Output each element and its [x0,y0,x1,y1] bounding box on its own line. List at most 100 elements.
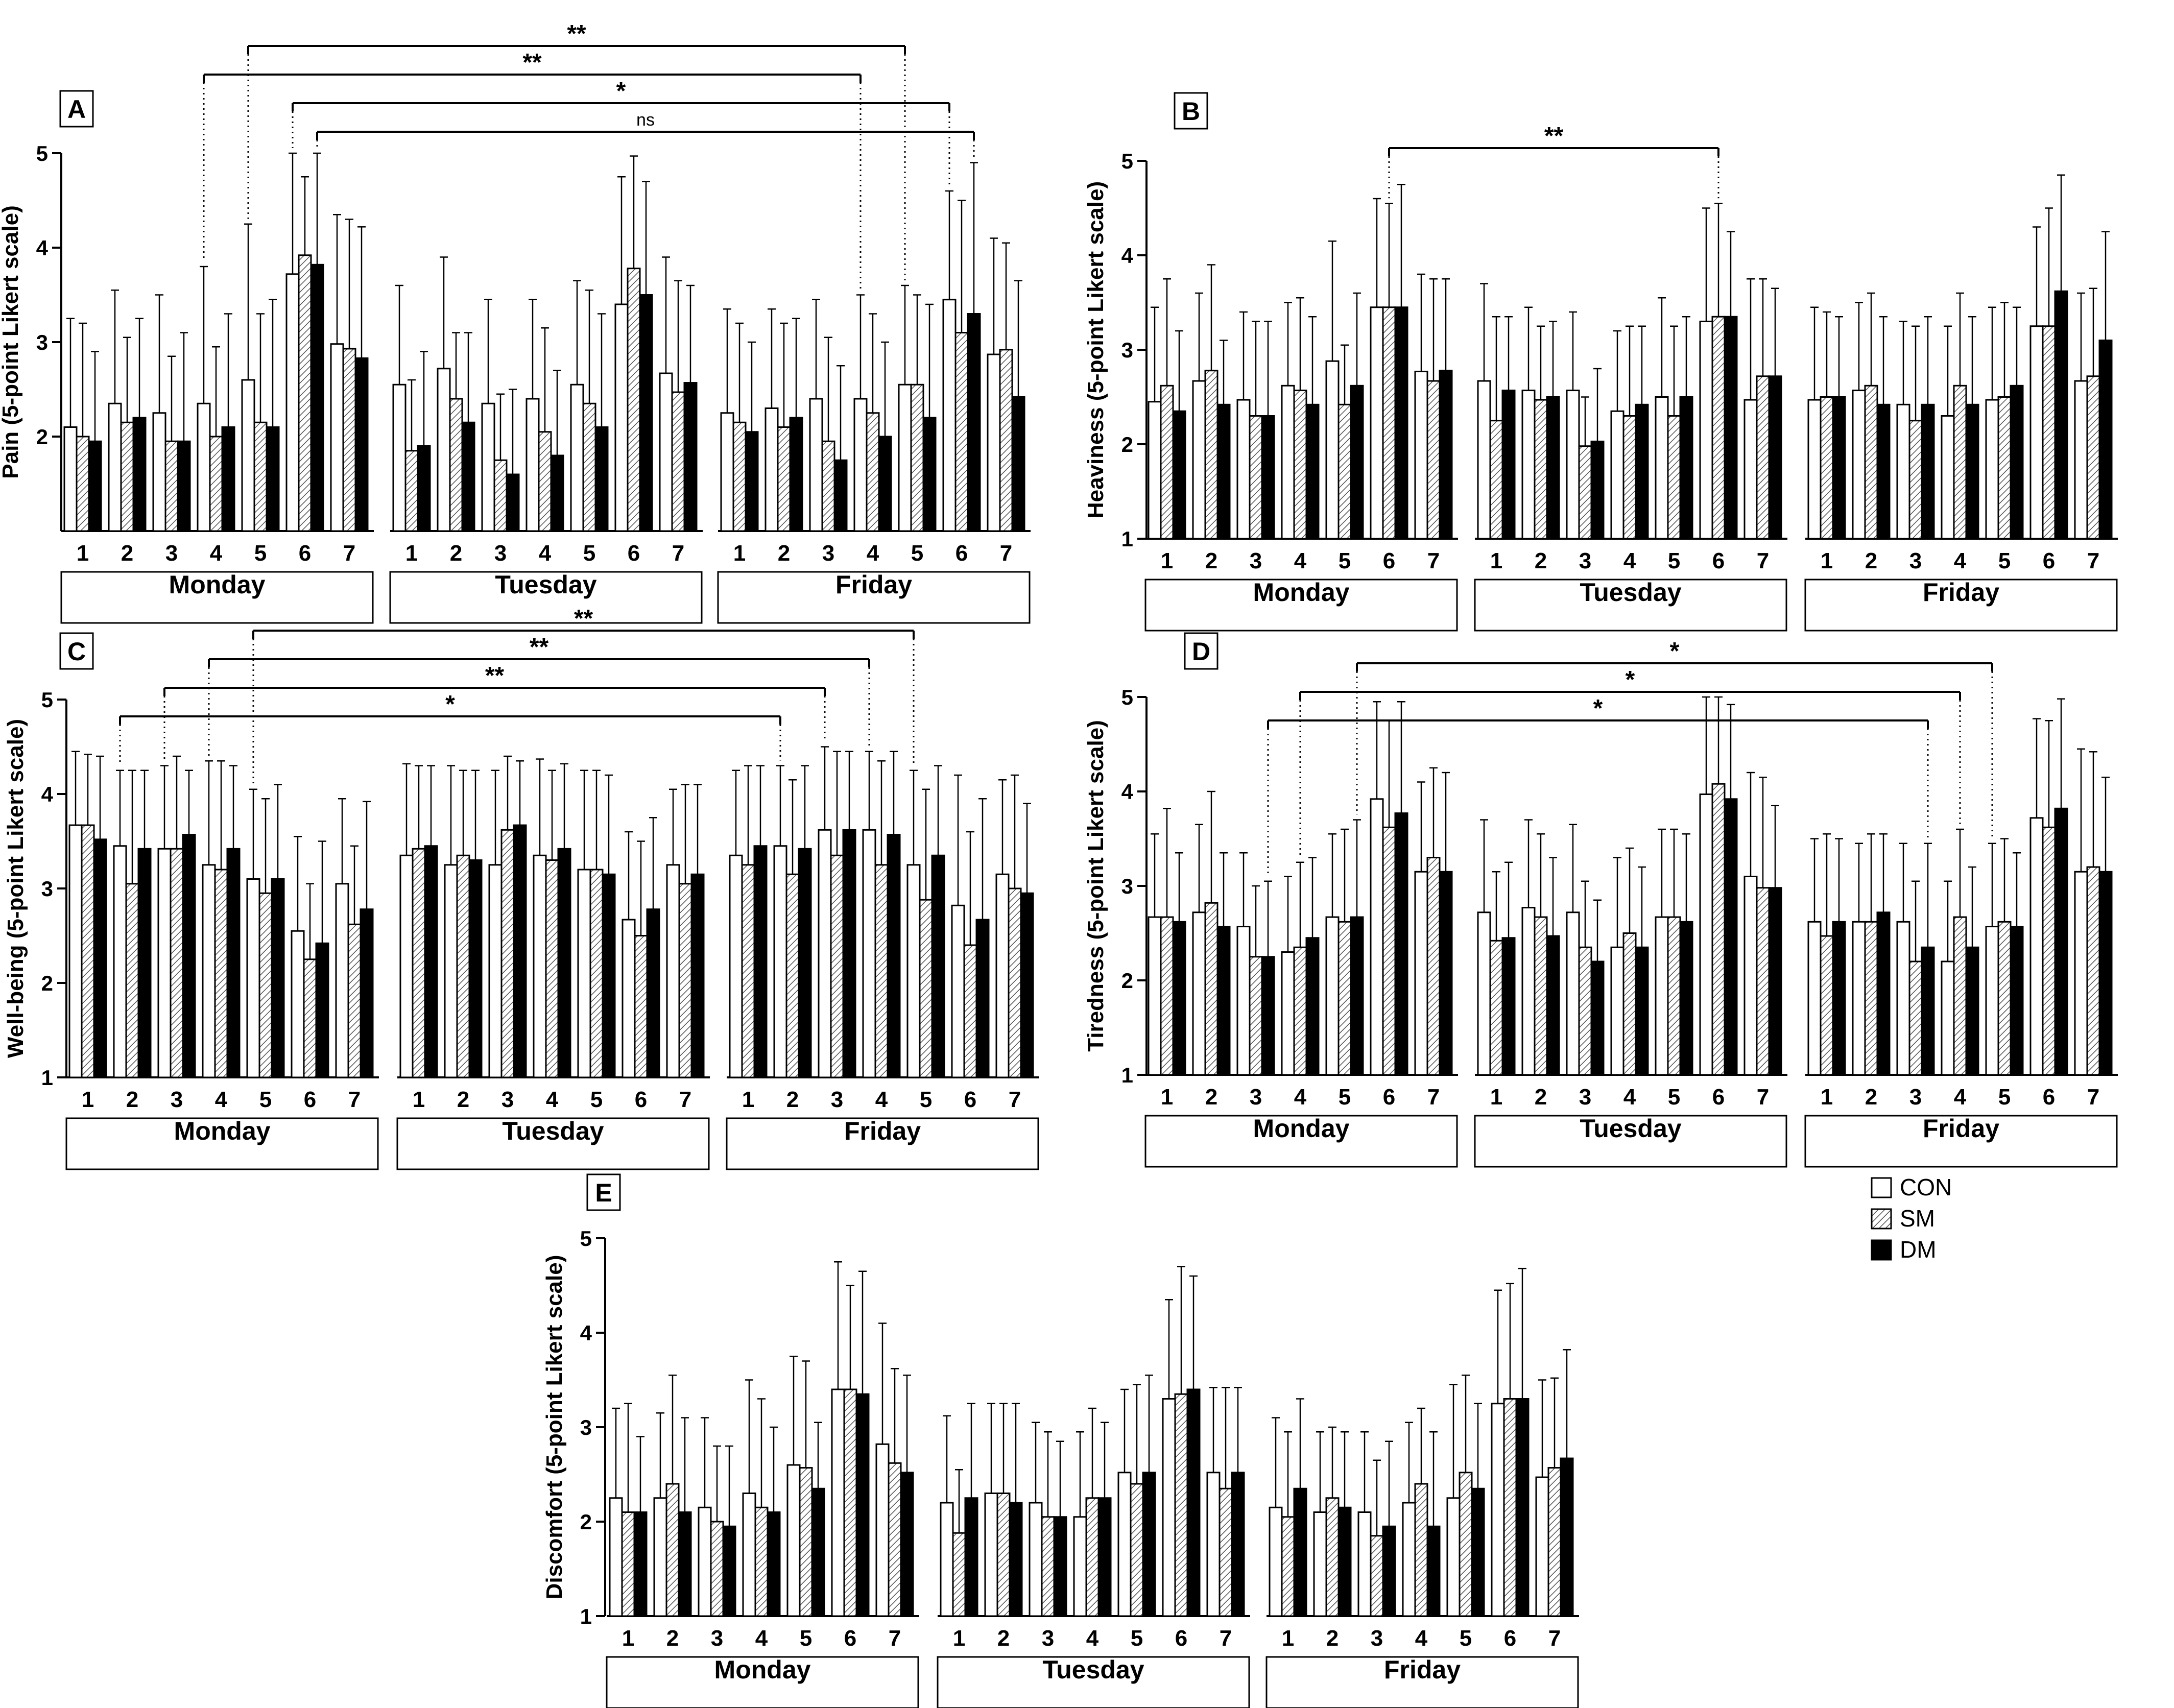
x-tick-label: 6 [1383,548,1395,573]
bar-sm [1204,370,1219,540]
x-tick-label: 4 [1623,1085,1636,1110]
significance-label: ns [636,110,655,130]
day-label: Friday [1923,1114,1999,1143]
y-tick-label: 4 [1121,780,1134,804]
bar-con [1402,1502,1416,1617]
bar-sm [1864,921,1878,1076]
bar-sm [1459,1472,1473,1617]
bar-sm [634,935,648,1078]
bar-sm [678,883,692,1078]
bar-dm [177,440,191,532]
x-tick-label: 4 [210,541,223,566]
bar-con [951,904,965,1078]
bar-dm [550,454,564,532]
day-box [1804,579,2118,632]
legend: CON SM DM [1871,1174,1952,1263]
bar-dm [887,834,901,1078]
bar-con [1699,793,1713,1076]
x-tick-label: 3 [1579,1085,1591,1110]
bar-dm [1382,1525,1396,1617]
x-tick-label: 5 [1668,1085,1680,1110]
bar-sm [1534,399,1548,540]
bar-dm [88,440,102,532]
x-tick-label: 4 [875,1087,888,1112]
panel-label: C [67,637,86,666]
legend-con-swatch [1871,1177,1892,1198]
bar-con [1521,390,1536,540]
bar-con [68,824,83,1078]
bar-con [1610,946,1624,1076]
bar-sm [954,332,969,532]
day-label: Friday [1384,1655,1461,1684]
x-tick-label: 4 [539,541,552,566]
x-tick-label: 4 [1954,1085,1967,1110]
bar-dm [1350,384,1364,540]
x-tick-label: 6 [628,541,640,566]
x-tick-label: 6 [1712,548,1725,573]
bar-con [1073,1516,1087,1617]
bar-con [1985,399,1999,540]
day-label: Friday [1923,578,1999,607]
bar-sm [1547,1467,1562,1617]
bar-con [853,398,868,532]
bar-sm [456,854,470,1078]
bar-dm [1293,1487,1307,1617]
bar-con [1852,921,1866,1076]
x-tick-label: 3 [1250,1085,1262,1110]
bar-sm [785,873,800,1078]
bar-dm [1768,887,1782,1076]
bar-dm [683,382,698,532]
bar-con [246,878,260,1078]
bar-sm [1711,783,1726,1076]
bar-sm [1622,415,1637,540]
bar-sm [1130,1483,1144,1617]
bar-dm [1261,956,1275,1076]
bar-con [622,919,636,1078]
bar-dm [1832,396,1846,540]
bar-dm [354,357,369,532]
x-tick-label: 5 [583,541,595,566]
y-axis-label: Pain (5-point Likert scale) [0,205,23,478]
bar-sm [412,848,426,1078]
significance-label: * [616,78,626,105]
x-tick-label: 5 [1339,548,1351,573]
x-tick-label: 2 [1865,1085,1877,1110]
bar-sm [347,923,362,1078]
bar-dm [1560,1457,1574,1617]
bar-sm [1325,1497,1340,1617]
bar-con [113,845,127,1078]
x-tick-label: 1 [1821,548,1833,573]
bar-dm [1186,1388,1201,1617]
bar-con [533,854,547,1078]
bar-sm [1370,1535,1384,1617]
bar-sm [1489,940,1503,1076]
x-tick-label: 2 [666,1626,679,1651]
bar-sm [1174,1393,1188,1617]
x-tick-label: 5 [1460,1626,1472,1651]
bar-dm [2098,871,2113,1076]
bar-con [995,873,1010,1078]
x-tick-label: 1 [1490,1085,1502,1110]
bar-sm [1382,826,1396,1076]
bar-con [862,829,876,1078]
bar-con [444,864,458,1078]
x-tick-label: 7 [348,1087,361,1112]
bar-con [1414,871,1428,1076]
bar-con [1655,396,1669,540]
bar-con [1357,1511,1372,1617]
bar-sm [1219,1487,1233,1617]
bar-sm [2042,325,2056,540]
panel-label-box [1174,92,1208,130]
bar-con [2074,871,2088,1076]
bar-sm [1249,415,1263,540]
bar-sm [303,958,317,1078]
bar-con [108,402,122,532]
x-tick-label: 3 [165,541,178,566]
bar-dm [315,942,329,1078]
bar-con [809,398,823,532]
day-label: Monday [174,1117,271,1145]
bar-sm [952,1532,966,1617]
bar-dm [1172,921,1186,1076]
bar-con [729,854,743,1078]
panel-label-box [59,632,94,670]
